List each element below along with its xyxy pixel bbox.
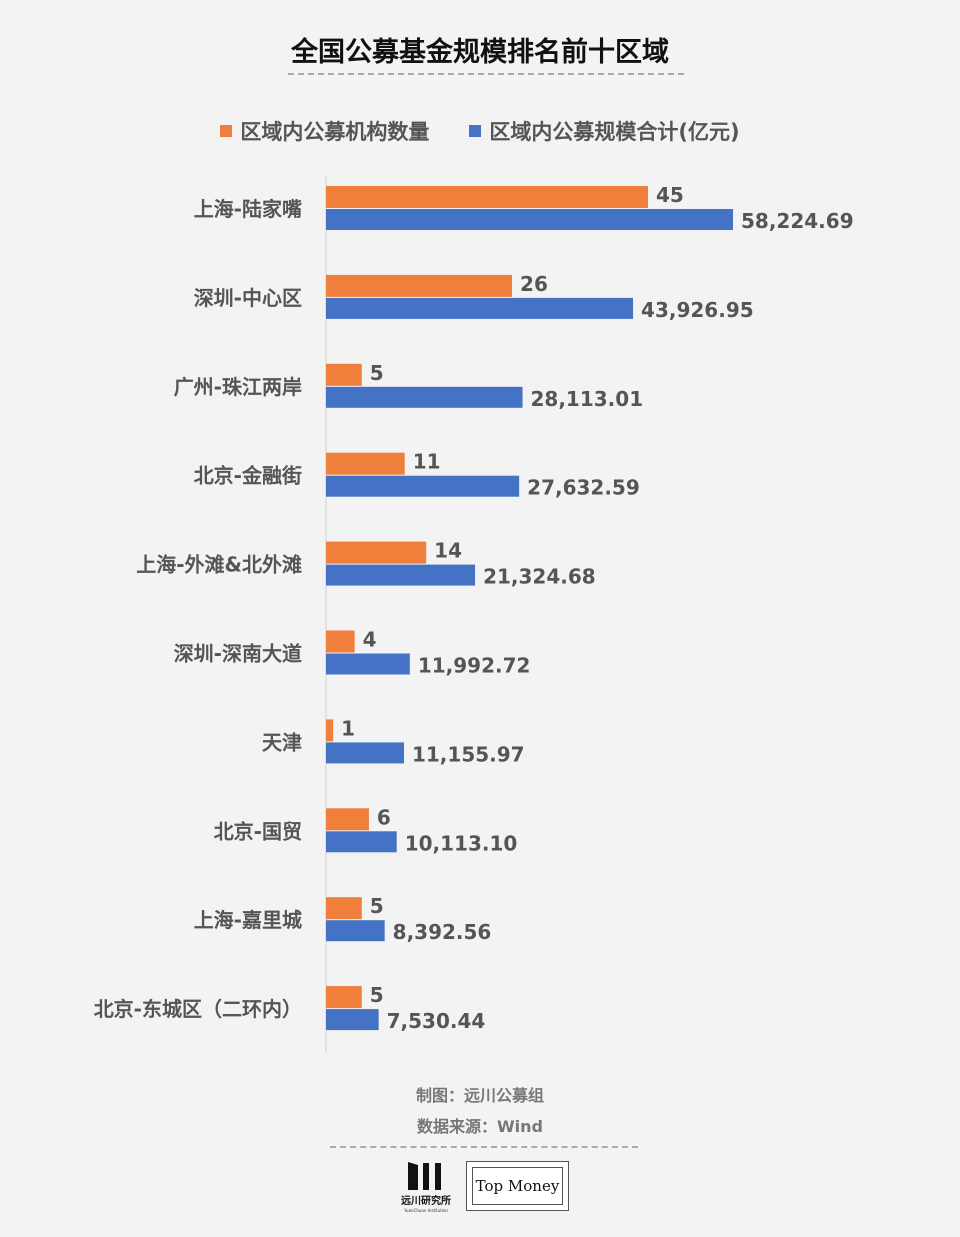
data-label-scale: 43,926.95 bbox=[641, 298, 754, 322]
bar-scale bbox=[326, 386, 523, 408]
data-label-count: 1 bbox=[341, 716, 355, 740]
category-label: 天津 bbox=[262, 730, 302, 754]
title-divider bbox=[288, 73, 684, 75]
yuanchuan-logo: 远川研究所 YuanChuan Institution bbox=[398, 1160, 454, 1213]
bar-scale bbox=[326, 831, 397, 853]
data-label-scale: 27,632.59 bbox=[527, 476, 640, 500]
bar-scale bbox=[326, 475, 520, 497]
legend: 区域内公募机构数量 区域内公募规模合计(亿元) bbox=[0, 116, 960, 146]
category-label: 深圳-深南大道 bbox=[174, 642, 302, 666]
data-label-count: 5 bbox=[370, 983, 384, 1007]
legend-label: 区域内公募机构数量 bbox=[240, 120, 430, 144]
bar-scale bbox=[326, 1009, 379, 1031]
category-label: 北京-国贸 bbox=[214, 819, 302, 843]
legend-swatch-blue bbox=[469, 125, 482, 137]
data-label-count: 26 bbox=[520, 272, 548, 296]
chart-title: 全国公募基金规模排名前十区域 bbox=[291, 37, 669, 68]
bar-count bbox=[326, 363, 362, 386]
legend-item-count: 区域内公募机构数量 bbox=[220, 116, 429, 146]
data-label-count: 4 bbox=[363, 628, 377, 652]
data-label-count: 6 bbox=[377, 805, 391, 829]
data-label-scale: 28,113.01 bbox=[531, 387, 644, 411]
yuanchuan-logo-mark bbox=[408, 1162, 441, 1190]
bar-count bbox=[326, 541, 427, 564]
data-label-scale: 7,530.44 bbox=[387, 1009, 486, 1033]
legend-item-scale: 区域内公募规模合计(亿元) bbox=[469, 116, 740, 146]
data-label-count: 5 bbox=[370, 894, 384, 918]
legend-label: 区域内公募规模合计(亿元) bbox=[489, 120, 740, 144]
data-label-scale: 21,324.68 bbox=[483, 565, 596, 589]
bar-scale bbox=[326, 564, 476, 586]
topmoney-logo-text: Top Money bbox=[472, 1167, 563, 1205]
category-label: 北京-东城区（二环内） bbox=[94, 997, 302, 1021]
data-label-count: 45 bbox=[656, 183, 684, 207]
footer-divider bbox=[330, 1146, 638, 1148]
legend-swatch-orange bbox=[220, 125, 233, 137]
bar-count bbox=[326, 452, 405, 475]
bar-count bbox=[326, 630, 355, 653]
yuanchuan-logo-en: YuanChuan Institution bbox=[404, 1208, 448, 1213]
bar-count bbox=[326, 808, 369, 831]
data-label-scale: 10,113.10 bbox=[405, 831, 518, 855]
bar-count bbox=[326, 897, 362, 920]
bar-count bbox=[326, 986, 362, 1009]
data-label-scale: 11,992.72 bbox=[418, 654, 531, 678]
bar-scale bbox=[326, 920, 385, 942]
yuanchuan-logo-text: 远川研究所 bbox=[401, 1196, 451, 1207]
bar-count bbox=[326, 719, 334, 742]
data-label-scale: 8,392.56 bbox=[393, 920, 492, 944]
category-label: 上海-陆家嘴 bbox=[194, 197, 302, 221]
data-label-scale: 58,224.69 bbox=[741, 209, 854, 233]
topmoney-logo: Top Money bbox=[466, 1161, 569, 1211]
bar-scale bbox=[326, 209, 733, 230]
footer-made-by: 制图：远川公募组 bbox=[415, 1086, 544, 1105]
bar-scale bbox=[326, 653, 410, 675]
bar-scale bbox=[326, 742, 404, 764]
category-label: 广州-珠江两岸 bbox=[174, 375, 302, 399]
data-label-scale: 11,155.97 bbox=[412, 742, 525, 766]
category-label: 北京-金融街 bbox=[194, 464, 302, 488]
data-label-count: 11 bbox=[413, 450, 441, 474]
footer-source: 数据来源：Wind bbox=[417, 1117, 543, 1136]
data-label-count: 5 bbox=[370, 361, 384, 385]
category-label: 上海-嘉里城 bbox=[194, 908, 302, 932]
bar-count bbox=[326, 186, 648, 208]
category-label: 上海-外滩&北外滩 bbox=[136, 553, 302, 577]
category-label: 深圳-中心区 bbox=[194, 286, 302, 310]
bar-scale bbox=[326, 297, 634, 319]
bar-count bbox=[326, 274, 513, 297]
data-label-count: 14 bbox=[434, 539, 462, 563]
